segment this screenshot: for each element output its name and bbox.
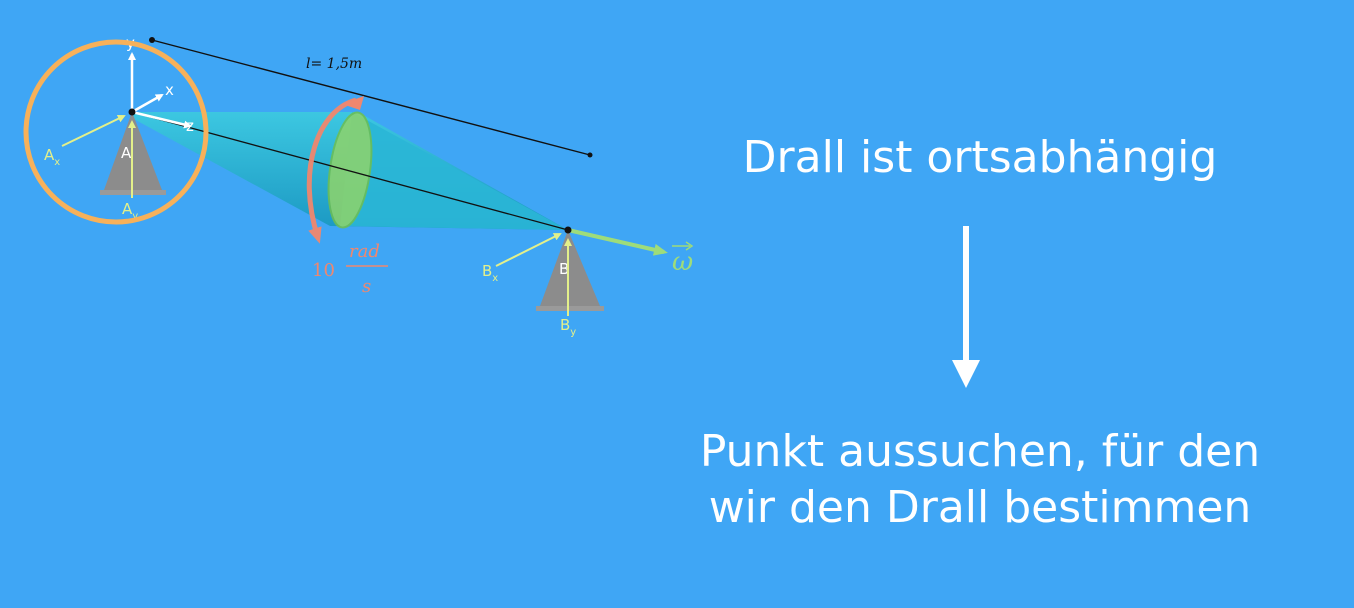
angular-speed-label: 10 rad s [312, 241, 388, 297]
point-a [128, 108, 136, 116]
force-ax-label: Ax [44, 146, 60, 168]
angular-speed-numerator: rad [349, 241, 380, 262]
force-bx-label: Bx [482, 262, 498, 284]
force-by-label: By [560, 316, 576, 338]
length-line-end-left [149, 37, 155, 43]
support-a-label: A [121, 144, 132, 162]
angular-speed-value: 10 [312, 260, 335, 281]
omega-symbol: ω [672, 247, 693, 277]
force-bx-sub: x [492, 273, 498, 284]
length-line-end-right [587, 152, 593, 158]
force-bx-main: B [482, 262, 492, 280]
headline-statement: Drall ist ortsabhängig [742, 132, 1218, 183]
force-by-sub: y [570, 327, 576, 338]
force-ax-arrow [61, 115, 126, 147]
axis-x-label: x [165, 81, 174, 99]
support-b-ground [536, 306, 604, 311]
axis-z-label: z [186, 117, 194, 135]
length-label: l= 1,5m [306, 56, 362, 72]
point-b [564, 226, 572, 234]
highlight-circle-point-a [23, 39, 209, 225]
force-ay-label: Ay [122, 200, 138, 222]
conclusion-statement: Punkt aussuchen, für den wir den Drall b… [699, 426, 1261, 533]
down-arrow-icon [952, 226, 980, 388]
force-ax-main: A [44, 146, 55, 164]
length-line [151, 39, 591, 156]
axis-x-arrow [131, 93, 164, 114]
force-bx-arrow [495, 233, 562, 267]
rotation-arrow-tail [342, 96, 364, 110]
omega-vector-tip [685, 241, 694, 251]
down-arrow-head [952, 360, 980, 388]
axis-z-arrow [131, 110, 192, 129]
cone-disk [327, 111, 373, 229]
cone-front [340, 112, 568, 230]
rotation-arrow [306, 97, 357, 244]
force-ay-sub: y [132, 211, 138, 222]
support-b [540, 230, 600, 306]
force-ax-sub: x [54, 157, 60, 168]
omega-arrow [567, 228, 668, 256]
force-ay-main: A [122, 200, 133, 218]
support-b-label: B [559, 260, 569, 278]
force-by-main: B [560, 316, 570, 334]
down-arrow-shaft [963, 226, 969, 362]
angular-speed-denominator: s [362, 276, 371, 297]
rotating-cone-diagram: l= 1,5m 10 rad s A B y x z Ax Ay ω Bx By [23, 34, 694, 338]
